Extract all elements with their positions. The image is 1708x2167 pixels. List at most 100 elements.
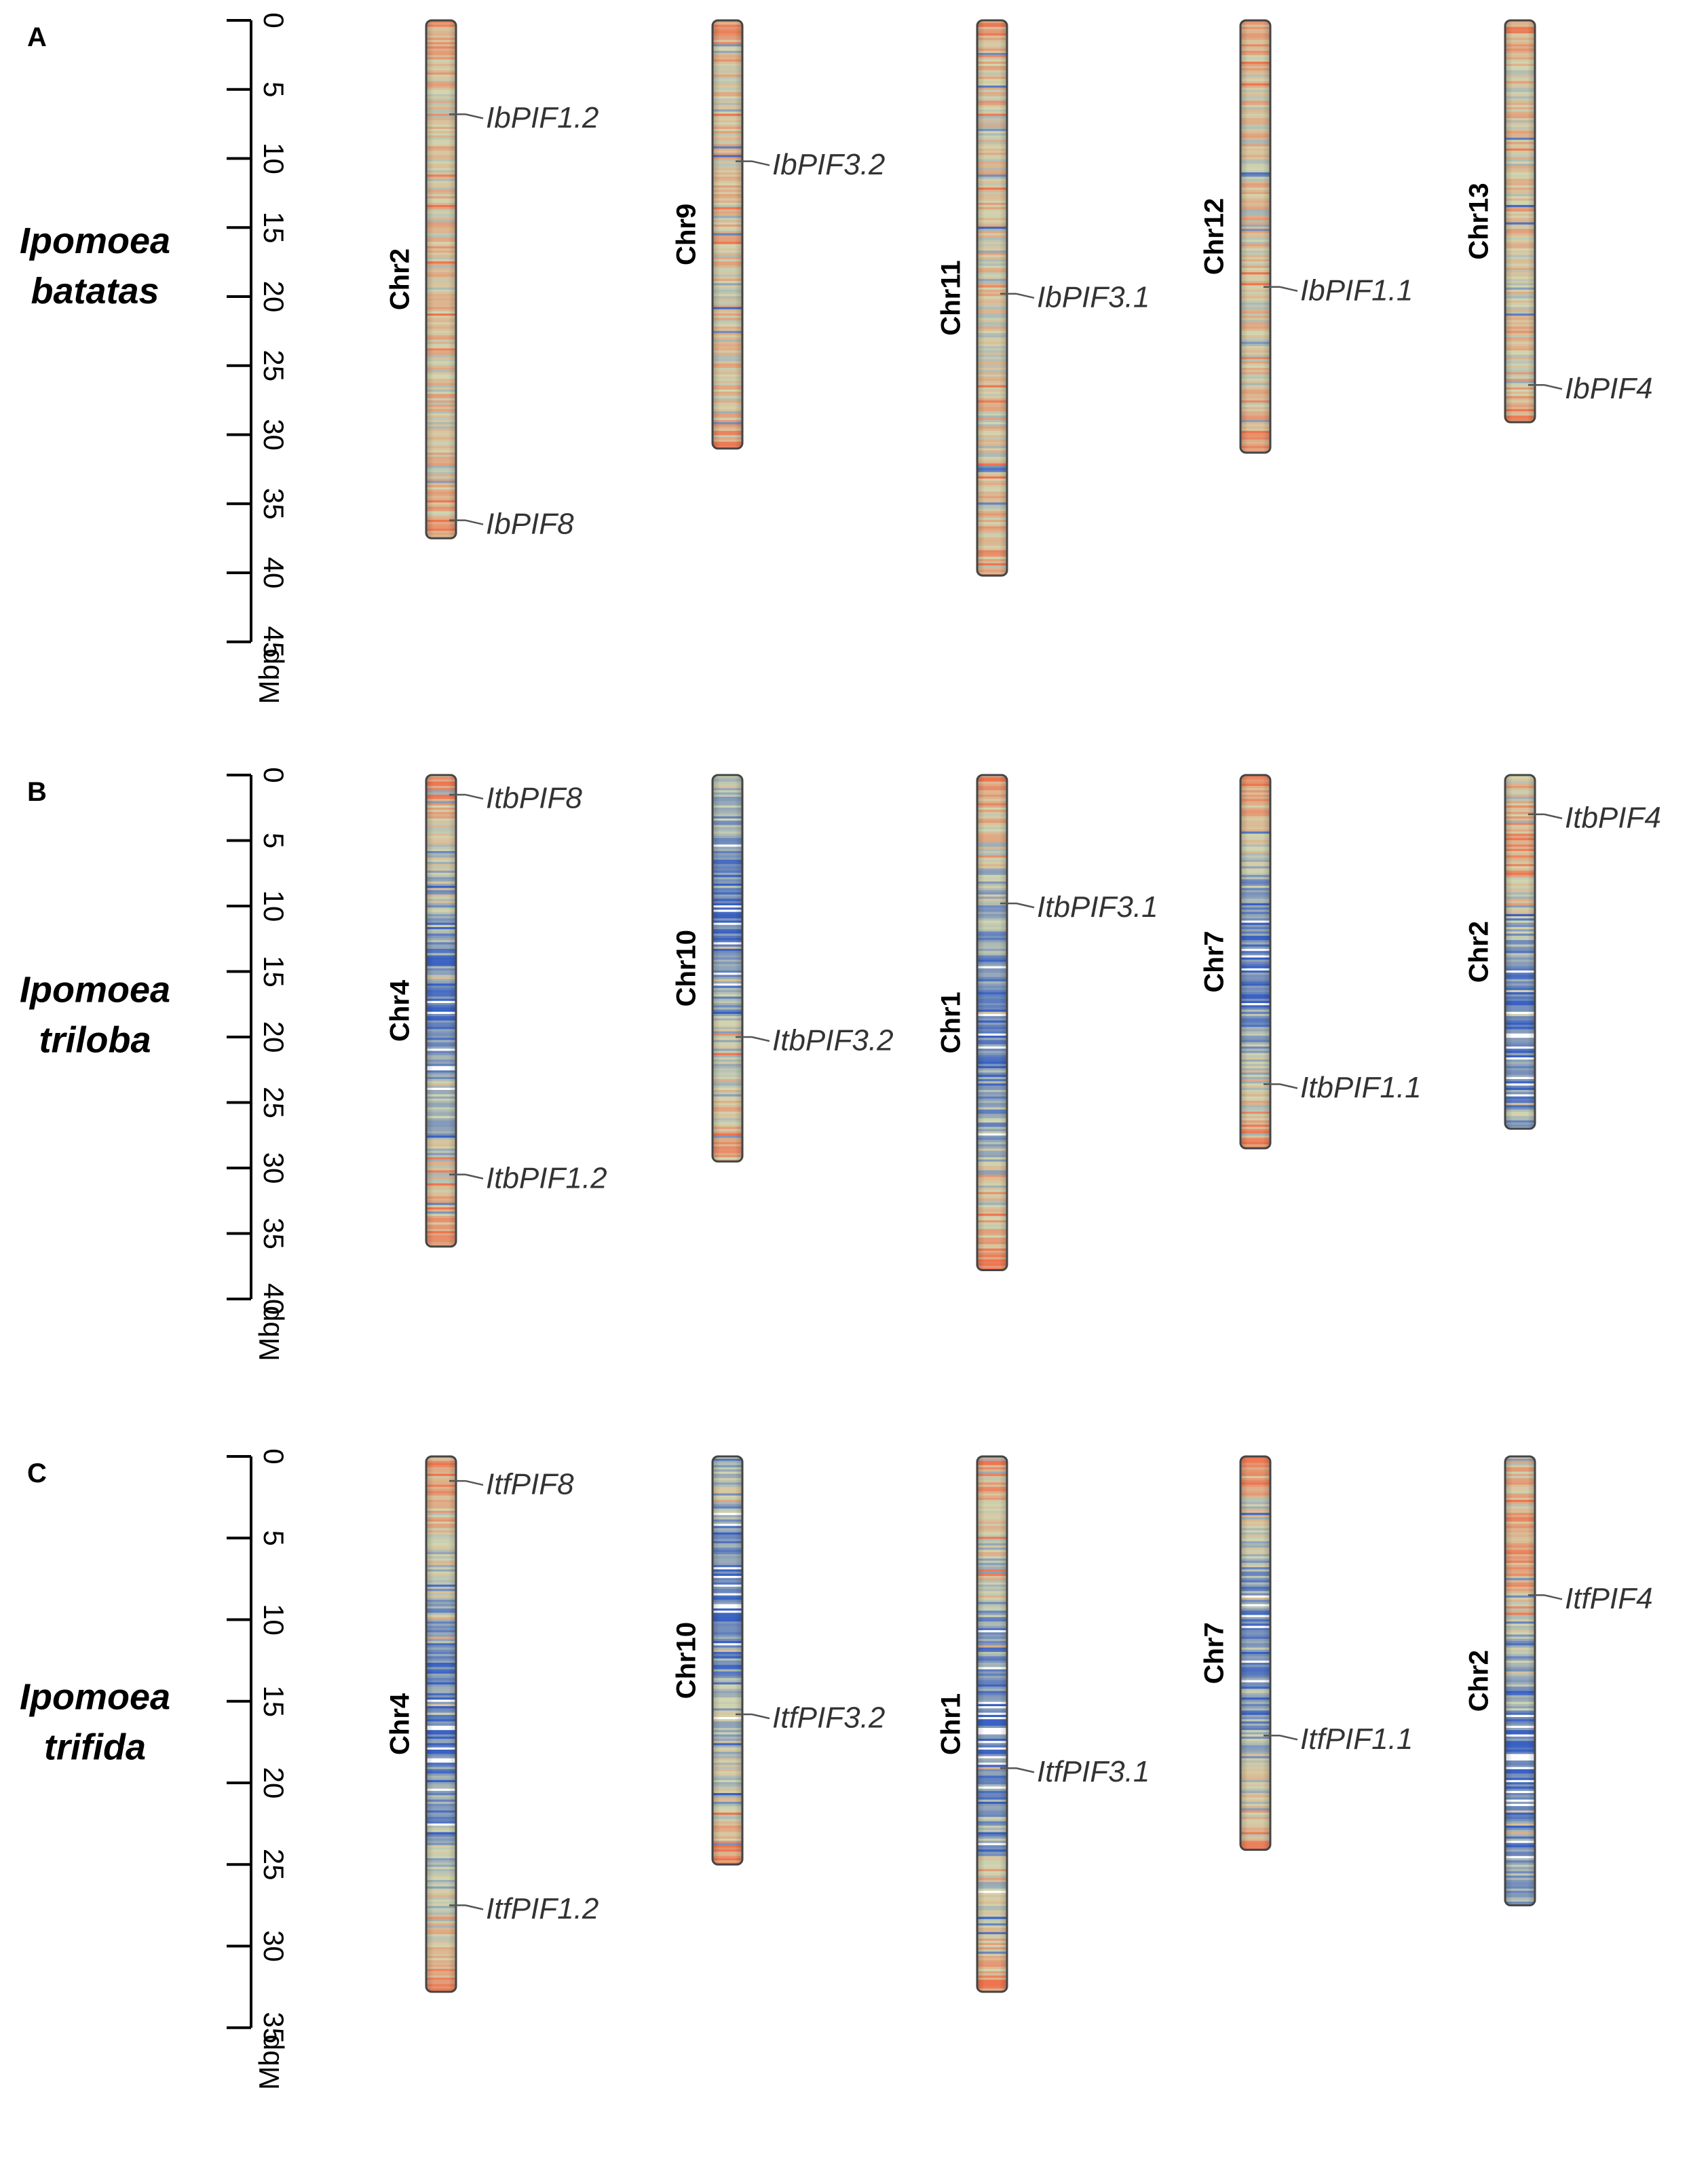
chromosome-name: Chr4 bbox=[385, 979, 415, 1042]
density-bands bbox=[426, 775, 456, 1247]
gene-marker: IbPIF3.1 bbox=[1000, 281, 1150, 314]
species-name-genus: Ipomoea bbox=[20, 969, 170, 1010]
gene-marker: IbPIF1.2 bbox=[449, 101, 599, 134]
gene-leader-line bbox=[465, 793, 484, 800]
gene-leader-line bbox=[751, 1036, 770, 1042]
gene-label: ItbPIF3.1 bbox=[1037, 890, 1158, 924]
density-bands bbox=[426, 20, 456, 539]
gene-label: ItfPIF3.2 bbox=[772, 1701, 885, 1735]
scale-tick-label: 10 bbox=[258, 890, 290, 922]
density-bands bbox=[713, 20, 742, 449]
chromosome-name: Chr10 bbox=[672, 1622, 702, 1699]
gene-label: ItfPIF8 bbox=[486, 1468, 574, 1501]
chromosome-chr11: Chr11 IbPIF3.1 bbox=[936, 19, 1150, 577]
gene-label: IbPIF3.2 bbox=[772, 148, 885, 181]
chromosome-name: Chr1 bbox=[936, 992, 966, 1053]
scale-tick-label: 30 bbox=[258, 419, 290, 451]
scale-tick-label: 35 bbox=[258, 1218, 290, 1249]
gene-label: IbPIF8 bbox=[486, 507, 574, 540]
scale-tick-label: 20 bbox=[258, 1021, 290, 1053]
chromosome-name: Chr1 bbox=[936, 1693, 966, 1755]
chromosome-name: Chr11 bbox=[936, 260, 966, 335]
density-bands bbox=[713, 775, 742, 1162]
gene-label: ItbPIF8 bbox=[486, 782, 582, 815]
chromosome-chr7: Chr7 ItfPIF1.1 bbox=[1200, 1455, 1413, 1851]
gene-leader-line bbox=[1016, 1767, 1035, 1773]
gene-marker: ItfPIF1.2 bbox=[449, 1892, 599, 1925]
gene-marker: ItbPIF3.2 bbox=[736, 1024, 894, 1057]
gene-label: ItbPIF4 bbox=[1565, 802, 1661, 835]
gene-leader-line bbox=[1544, 1594, 1563, 1600]
gene-leader-line bbox=[1544, 813, 1563, 820]
scale-tick-label: 30 bbox=[258, 1930, 290, 1962]
density-bands bbox=[1505, 20, 1535, 423]
gene-marker: ItfPIF3.1 bbox=[1000, 1755, 1150, 1788]
gene-leader-line bbox=[1279, 1735, 1298, 1741]
chromosome-outline bbox=[1504, 19, 1536, 423]
chromosome-outline bbox=[976, 19, 1008, 577]
gene-marker: ItfPIF4 bbox=[1528, 1582, 1653, 1615]
panel-letter: C bbox=[27, 1458, 47, 1488]
density-bands bbox=[977, 20, 1007, 576]
species-name-epithet: trifida bbox=[44, 1727, 146, 1767]
scale-tick-label: 10 bbox=[258, 1604, 290, 1636]
chromosome-name: Chr7 bbox=[1200, 1622, 1230, 1684]
gene-marker: ItbPIF4 bbox=[1528, 802, 1661, 835]
chromosome-chr7: Chr7 ItbPIF1.1 bbox=[1200, 774, 1422, 1150]
gene-label: ItbPIF1.1 bbox=[1300, 1071, 1422, 1104]
gene-leader-line bbox=[465, 1173, 484, 1180]
scale-tick-label: 20 bbox=[258, 1767, 290, 1799]
chromosome-name: Chr10 bbox=[672, 930, 702, 1006]
gene-marker: ItbPIF1.2 bbox=[449, 1161, 607, 1194]
gene-marker: IbPIF8 bbox=[449, 507, 574, 540]
gene-leader-line bbox=[1016, 902, 1035, 909]
chromosome-name: Chr13 bbox=[1464, 183, 1494, 259]
gene-marker: ItbPIF1.1 bbox=[1264, 1071, 1422, 1104]
scale-tick-label: 20 bbox=[258, 281, 290, 313]
species-name-epithet: triloba bbox=[39, 1019, 151, 1060]
chromosome-outline bbox=[425, 1455, 457, 1993]
chromosome-chr12: Chr12 IbPIF1.1 bbox=[1200, 19, 1413, 454]
chromosome-outline bbox=[1239, 19, 1272, 454]
gene-label: ItfPIF4 bbox=[1565, 1582, 1653, 1615]
density-bands bbox=[977, 1456, 1007, 1992]
scale-unit-label: Mbp bbox=[253, 649, 285, 704]
gene-leader-line bbox=[751, 1713, 770, 1720]
species-name-epithet: batatas bbox=[31, 271, 159, 312]
chromosome-name: Chr2 bbox=[1464, 1650, 1494, 1712]
scale-tick-label: 40 bbox=[258, 557, 290, 589]
density-bands bbox=[1240, 20, 1270, 453]
gene-leader-line bbox=[465, 1480, 484, 1486]
density-bands bbox=[1240, 775, 1270, 1149]
scale-tick-label: 5 bbox=[258, 1530, 290, 1546]
scale-tick-label: 25 bbox=[258, 1849, 290, 1881]
gene-leader-line bbox=[465, 1904, 484, 1910]
chromosome-name: Chr9 bbox=[672, 204, 702, 265]
scale-tick-label: 5 bbox=[258, 81, 290, 97]
chromosome-chr13: Chr13 IbPIF4 bbox=[1464, 19, 1653, 423]
chromosome-outline bbox=[1504, 1455, 1536, 1906]
chromosome-chr2: Chr2 ItbPIF4 bbox=[1464, 774, 1661, 1130]
gene-leader-line bbox=[1279, 286, 1298, 292]
density-bands bbox=[1505, 1456, 1535, 1906]
scale-tick-label: 10 bbox=[258, 143, 290, 174]
chromosome-chr4: Chr4 ItfPIF8 ItfPIF1.2 bbox=[385, 1455, 599, 1993]
chromosome-chr4: Chr4 ItbPIF8 ItbPIF1.2 bbox=[385, 774, 607, 1248]
gene-marker: ItfPIF3.2 bbox=[736, 1701, 885, 1735]
species-name-genus: Ipomoea bbox=[20, 1676, 170, 1717]
gene-label: ItbPIF1.2 bbox=[486, 1161, 607, 1194]
chromosome-name: Chr7 bbox=[1200, 930, 1230, 992]
chromosome-outline bbox=[425, 19, 457, 540]
chromosome-chr1: Chr1 ItbPIF3.1 bbox=[936, 774, 1158, 1272]
scale-unit-label: Mbp bbox=[253, 2035, 285, 2090]
chromosome-outline bbox=[711, 19, 744, 450]
scale-tick-label: 30 bbox=[258, 1152, 290, 1184]
scale-tick-label: 0 bbox=[258, 767, 290, 783]
scale-tick-label: 0 bbox=[258, 1448, 290, 1464]
gene-marker: ItfPIF8 bbox=[449, 1468, 574, 1501]
scale-tick-label: 40 bbox=[258, 1283, 290, 1315]
